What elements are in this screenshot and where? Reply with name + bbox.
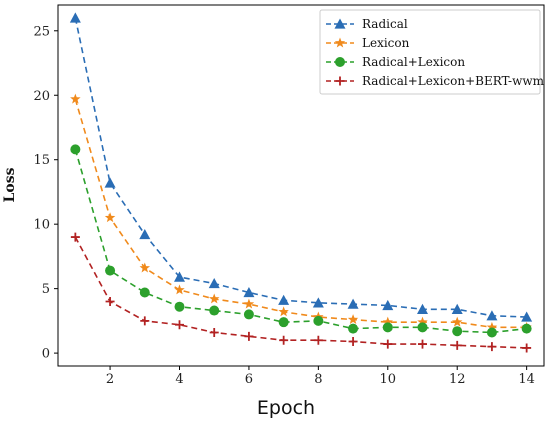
- legend-label: Radical+Lexicon: [362, 55, 465, 69]
- data-point: [139, 287, 150, 298]
- data-point: [209, 327, 219, 337]
- legend-label: Radical: [362, 17, 408, 31]
- data-point: [70, 232, 80, 242]
- data-point: [104, 212, 116, 223]
- series-line: [74, 236, 527, 349]
- data-point: [278, 317, 289, 328]
- y-tick-label: 20: [33, 89, 50, 104]
- legend-marker: [335, 76, 345, 86]
- x-tick-label: 6: [245, 372, 253, 387]
- series-1: [69, 12, 533, 322]
- data-point: [139, 228, 151, 240]
- data-point: [382, 322, 393, 333]
- data-point: [174, 284, 185, 295]
- legend-item: Radical+Lexicon: [326, 55, 465, 69]
- plot-frame: [57, 4, 545, 367]
- data-point: [174, 301, 185, 312]
- y-tick-label: 5: [42, 282, 50, 297]
- y-tick-label: 0: [42, 347, 50, 362]
- data-point: [522, 343, 532, 353]
- data-point: [139, 262, 151, 273]
- data-point: [382, 299, 394, 311]
- series-lines: [69, 12, 533, 353]
- data-point: [417, 303, 428, 314]
- x-tick-label: 4: [175, 372, 183, 387]
- y-tick-label: 15: [33, 153, 50, 168]
- legend-label: Lexicon: [362, 36, 410, 50]
- data-point: [279, 335, 289, 345]
- data-point: [383, 339, 393, 349]
- data-point: [175, 320, 184, 330]
- series-line: [74, 17, 527, 318]
- legend-marker: [334, 18, 346, 29]
- data-point: [486, 327, 497, 338]
- data-point: [417, 316, 428, 327]
- data-point: [452, 340, 462, 350]
- data-point: [105, 265, 116, 276]
- data-point: [70, 93, 81, 104]
- data-point: [244, 331, 254, 341]
- data-point: [347, 298, 359, 309]
- data-point: [521, 323, 532, 334]
- data-point: [69, 12, 81, 23]
- data-point: [278, 294, 290, 305]
- data-point: [105, 297, 115, 307]
- axis-ticks: 2 4 6 8 10 12 14 0 5 10 15 20 25: [33, 24, 534, 387]
- data-point: [348, 323, 359, 334]
- legend-item: Lexicon: [326, 36, 410, 50]
- legend-label: Radical+Lexicon+BERT-wwm: [362, 74, 545, 88]
- series-3: [70, 144, 532, 338]
- series-2: [70, 93, 532, 332]
- data-point: [208, 293, 220, 304]
- x-tick-label: 2: [106, 372, 114, 387]
- x-tick-label: 10: [380, 372, 397, 387]
- data-point: [243, 298, 255, 309]
- x-tick-label: 8: [314, 372, 322, 387]
- x-tick-label: 14: [518, 372, 535, 387]
- series-line: [74, 149, 527, 334]
- series-line: [74, 98, 527, 329]
- data-point: [174, 271, 185, 282]
- legend-item: Radical: [326, 17, 408, 31]
- data-point: [243, 309, 254, 320]
- series-4: [70, 232, 532, 353]
- data-point: [521, 311, 533, 322]
- data-point: [278, 306, 289, 317]
- data-point: [208, 277, 220, 289]
- legend: Radical Lexicon Radical+Lexicon Radical+Lex…: [319, 9, 545, 95]
- x-axis-label: Epoch: [257, 397, 315, 419]
- data-point: [70, 144, 81, 155]
- data-point: [140, 316, 150, 326]
- y-tick-label: 25: [33, 24, 50, 39]
- y-axis-label: Loss: [2, 167, 18, 202]
- data-point: [209, 305, 220, 316]
- data-point: [417, 322, 428, 333]
- data-point: [451, 316, 463, 327]
- legend-box: [319, 9, 541, 95]
- legend-marker: [334, 37, 346, 48]
- data-point: [418, 339, 427, 349]
- data-point: [348, 337, 358, 347]
- data-point: [347, 314, 359, 325]
- data-point: [312, 297, 324, 308]
- data-point: [451, 303, 463, 314]
- data-point: [486, 321, 498, 332]
- data-point: [382, 316, 394, 327]
- data-point: [243, 287, 255, 298]
- data-point: [104, 177, 116, 188]
- legend-item: Radical+Lexicon+BERT-wwm: [326, 74, 545, 88]
- data-point: [313, 335, 323, 345]
- data-point: [487, 342, 497, 352]
- y-tick-label: 10: [33, 218, 50, 233]
- legend-marker: [335, 57, 345, 67]
- data-point: [486, 310, 498, 321]
- data-point: [452, 326, 463, 337]
- data-point: [313, 315, 324, 326]
- x-tick-label: 12: [449, 372, 466, 387]
